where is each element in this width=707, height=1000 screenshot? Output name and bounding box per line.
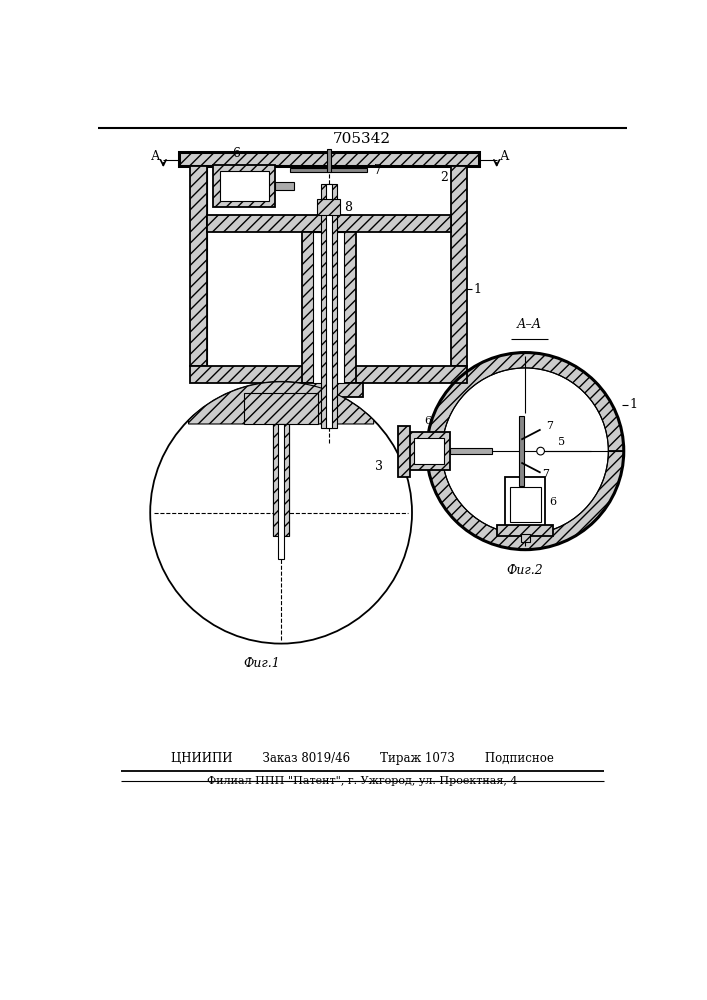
Bar [327, 149, 331, 172]
Bar [214, 165, 275, 207]
Text: 7: 7 [542, 469, 549, 479]
Text: 7: 7 [373, 164, 381, 177]
Bar [506, 477, 545, 527]
Bar [398, 426, 409, 477]
Text: Филиал ППП "Патент", г. Ужгород, ул. Проектная, 4: Филиал ППП "Патент", г. Ужгород, ул. Про… [206, 776, 518, 786]
Text: ЦНИИПИ        Заказ 8019/46        Тираж 1073        Подписное: ЦНИИПИ Заказ 8019/46 Тираж 1073 Подписно… [170, 752, 554, 765]
Text: А: А [500, 150, 509, 163]
Bar [407, 432, 450, 470]
Text: 1: 1 [630, 398, 638, 411]
Bar [321, 184, 337, 428]
Bar [294, 383, 363, 397]
Text: 6: 6 [233, 147, 240, 160]
Text: 705342: 705342 [333, 132, 391, 146]
Bar [313, 232, 344, 383]
Bar [510, 487, 541, 522]
Text: 1: 1 [474, 283, 481, 296]
Bar [520, 534, 530, 542]
Text: 3: 3 [375, 460, 383, 473]
Bar [278, 424, 284, 559]
Text: А: А [151, 150, 160, 163]
Bar [274, 424, 288, 536]
Bar [498, 525, 553, 536]
Bar [219, 171, 269, 201]
Bar [190, 166, 207, 366]
Bar [207, 215, 450, 232]
Bar [414, 438, 443, 464]
Circle shape [537, 447, 544, 455]
Bar [326, 184, 332, 428]
Bar [275, 182, 294, 190]
Bar [450, 166, 467, 366]
Bar [190, 366, 467, 383]
Text: 4: 4 [343, 298, 351, 311]
Bar [179, 152, 479, 166]
Bar [450, 448, 492, 454]
Text: Фиг.2: Фиг.2 [507, 564, 544, 577]
Text: 5: 5 [343, 314, 351, 327]
Text: 6: 6 [425, 416, 432, 426]
Polygon shape [189, 382, 374, 424]
Text: 7: 7 [546, 421, 553, 431]
Bar [317, 199, 340, 215]
Bar [244, 393, 318, 424]
Bar [302, 232, 356, 383]
Text: 8: 8 [344, 201, 352, 214]
Text: Фиг.1: Фиг.1 [243, 657, 280, 670]
Text: 2: 2 [440, 171, 448, 184]
Bar [519, 416, 524, 486]
Polygon shape [426, 353, 624, 550]
Text: 5: 5 [558, 437, 565, 447]
Text: 6: 6 [549, 497, 556, 507]
Bar [291, 168, 368, 172]
Text: А–А: А–А [516, 318, 542, 331]
